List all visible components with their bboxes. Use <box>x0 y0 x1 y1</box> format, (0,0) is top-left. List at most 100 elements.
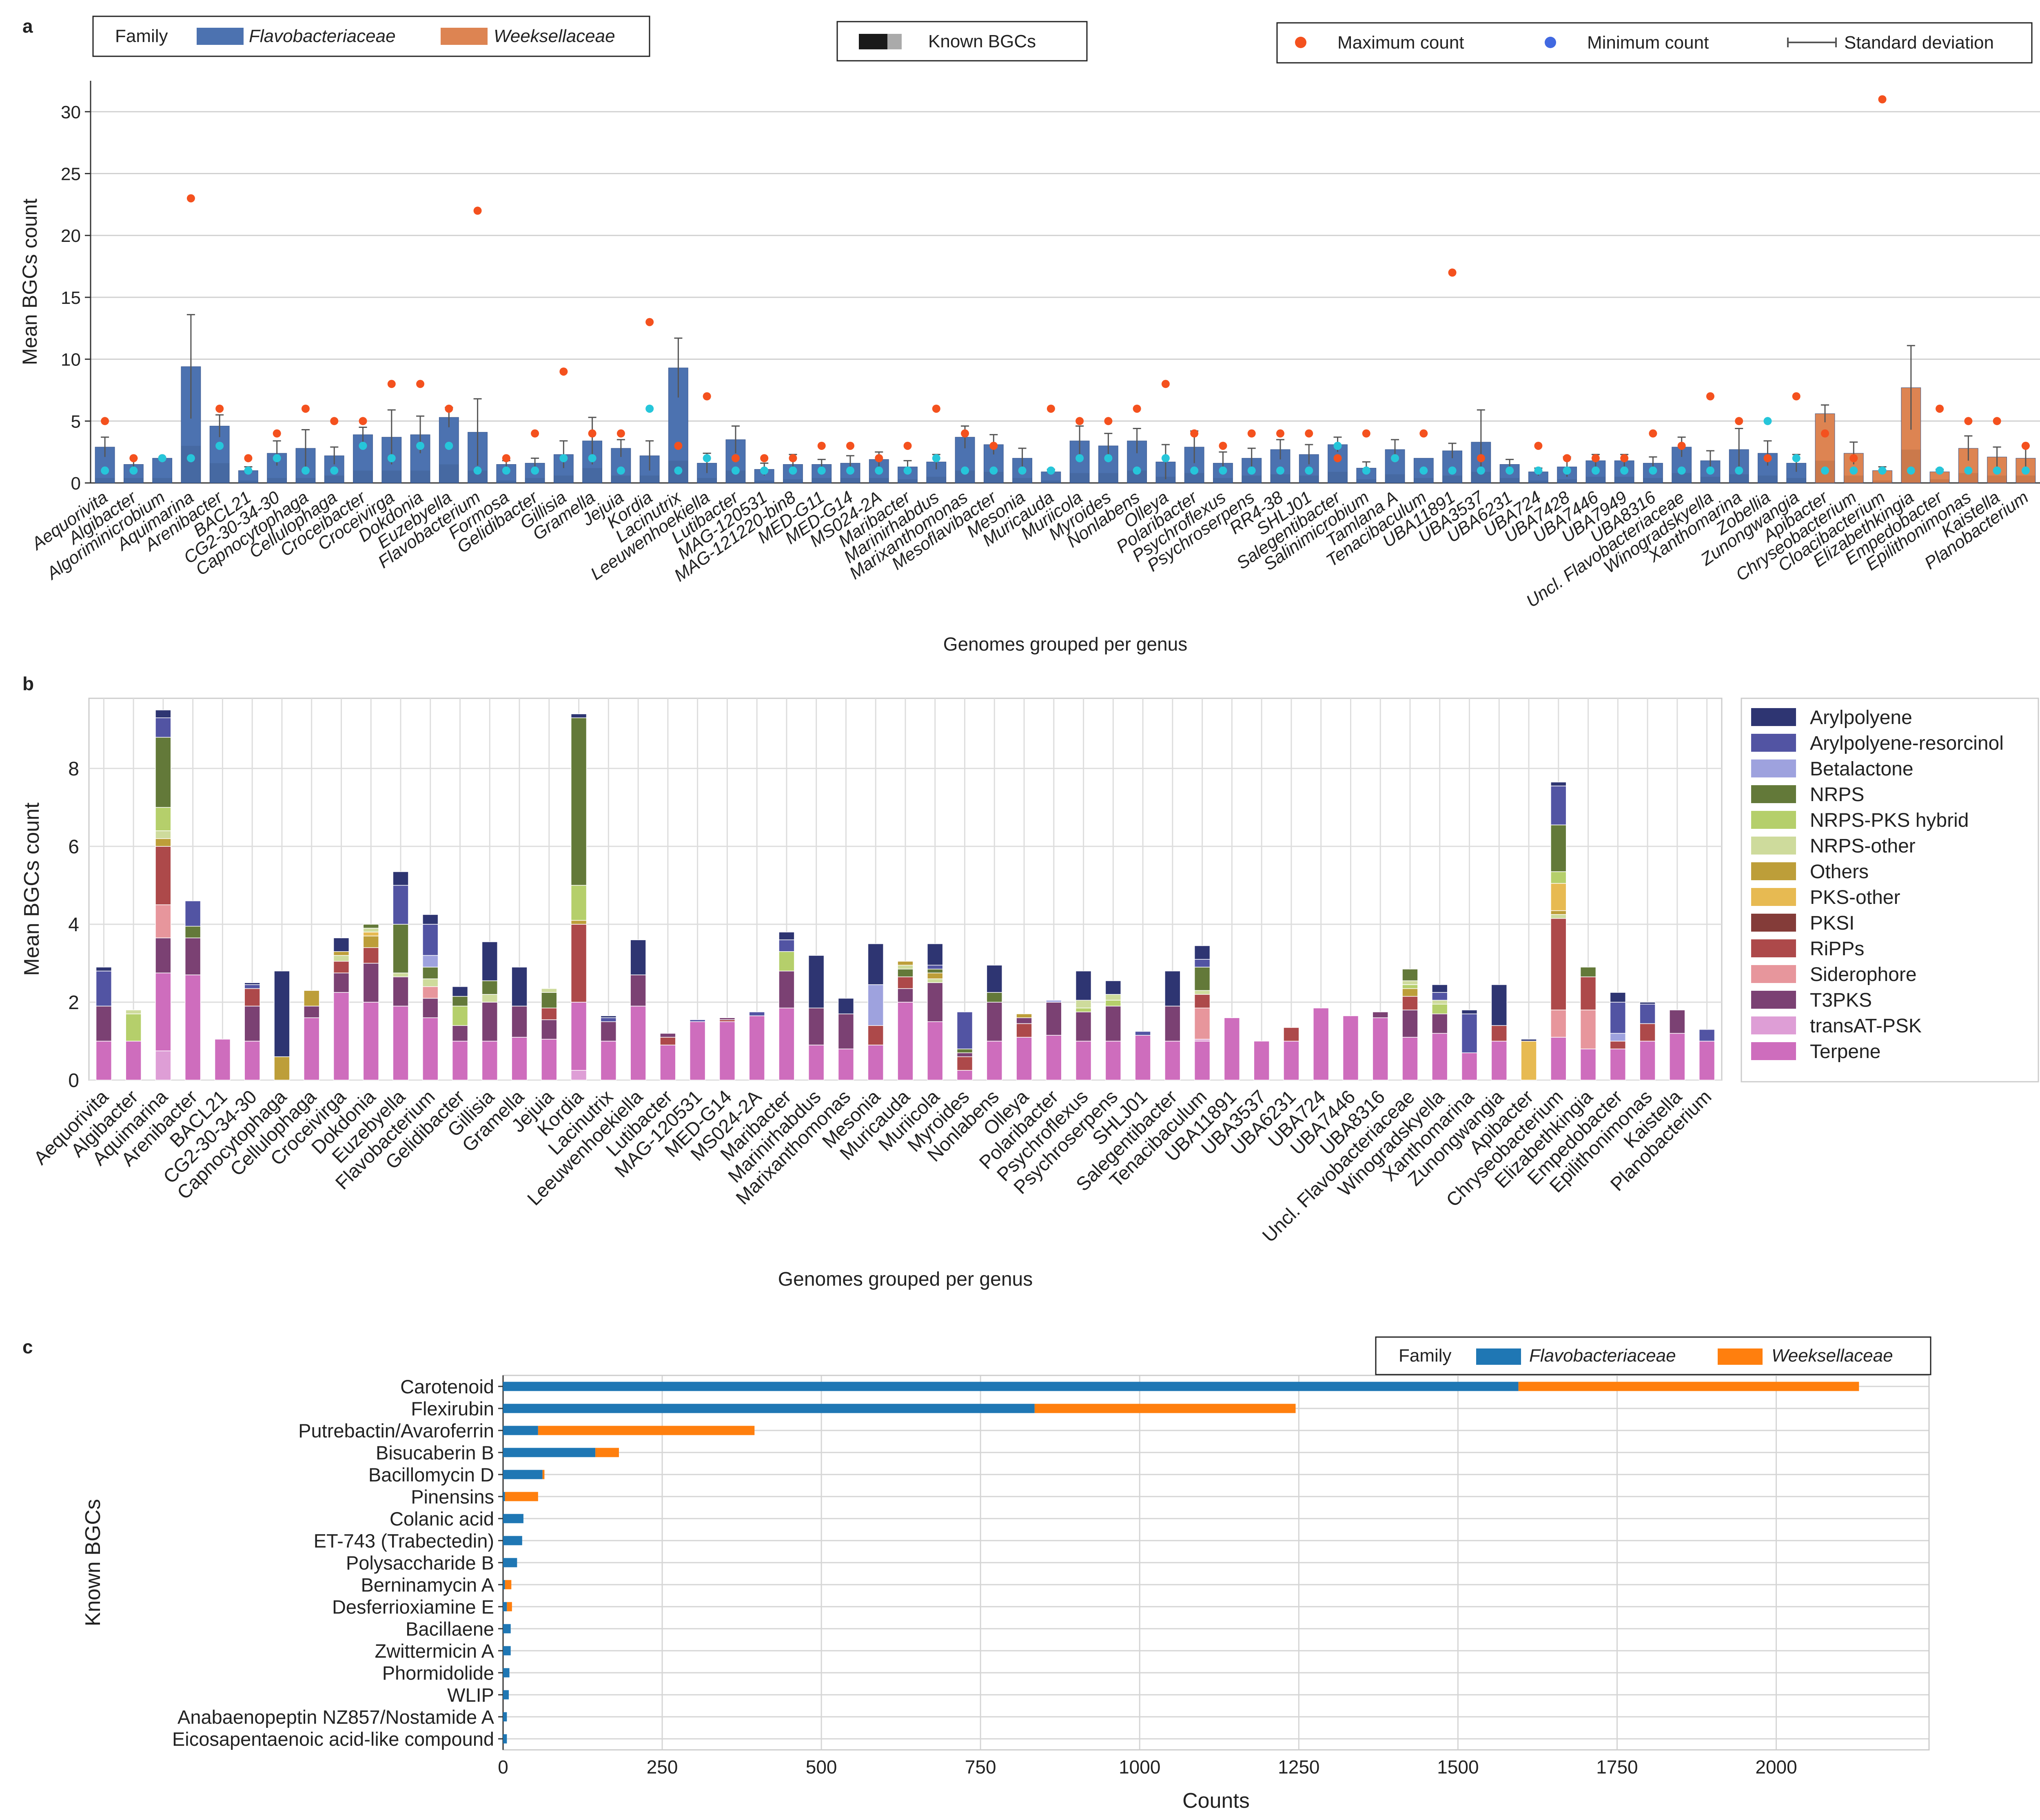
b-bar-psychroflexus-t3pks <box>1075 1012 1092 1042</box>
b-bar-muriicola-terpene <box>927 1021 943 1080</box>
a-known-bar-elizabethkingia <box>1901 449 1921 483</box>
b-bar-med-g14-t3pks <box>719 1017 736 1020</box>
c-y-axis-label: Known BGCs <box>81 1499 105 1626</box>
b-bar-chryseobacterium-nrps-pks-hybrid <box>1550 871 1567 884</box>
c-xtick-label: 750 <box>965 1756 996 1778</box>
a-min-point-kordia <box>645 404 654 413</box>
b-bar-muricauda-terpene <box>897 1002 914 1080</box>
b-bar-kordia-nrps <box>570 717 587 886</box>
b-bar-chryseobacterium-siderophore <box>1550 1010 1567 1038</box>
b-bar-zunongwangia-ripps <box>1491 1025 1507 1042</box>
b-bar-tenacibaculum-arylpolyene <box>1194 945 1211 960</box>
b-bar-uncl-flavobacteriaceae-others <box>1402 988 1418 997</box>
a-max-point-maribacter <box>903 441 912 450</box>
a-max-point-uba11891 <box>1448 268 1457 277</box>
b-bar-uncl-flavobacteriaceae-t3pks <box>1402 1010 1418 1038</box>
b-bar-tenacibaculum-terpene <box>1194 1041 1211 1080</box>
b-bar-shlj01-arylpolyene-resorcinol <box>1135 1031 1151 1036</box>
b-bar-uncl-flavobacteriaceae-nrps <box>1402 969 1418 981</box>
a-known-bar-muricauda <box>1041 480 1061 483</box>
b-bar-elizabethkingia-terpene <box>1580 1048 1597 1080</box>
a-max-point-flavobacterium <box>473 206 482 215</box>
a-legend-known-swatch-dark <box>859 34 887 49</box>
a-max-point-empedobacter <box>1936 404 1944 413</box>
b-bar-jejuia-nrps-other <box>541 988 557 993</box>
a-max-point-muriicola <box>1075 417 1084 425</box>
a-max-point-marixanthomonas <box>961 429 969 438</box>
a-max-point-gelidibacter <box>531 429 539 438</box>
b-bar-zunongwangia-terpene <box>1491 1041 1507 1080</box>
b-bar-maribacter-nrps-pks-hybrid <box>778 951 795 972</box>
b-bar-aequorivita-t3pks <box>95 1005 112 1042</box>
a-max-point-xanthomarina <box>1735 417 1743 425</box>
c-ytick-label-colanic-acid: Colanic acid <box>390 1508 494 1530</box>
b-ytick-label: 6 <box>68 836 79 858</box>
b-bar-planobacterium-terpene <box>1699 1041 1715 1080</box>
a-known-bar-chryseobacterium <box>1844 475 1864 483</box>
a-min-point-mag-121220-bin8 <box>789 466 797 475</box>
b-bar-kaistella-t3pks <box>1669 1010 1685 1034</box>
a-max-point-marinirhabdus <box>932 404 940 413</box>
a-min-point-marinirhabdus <box>932 454 940 463</box>
b-bar-aquimarina-nrps-other <box>155 830 171 839</box>
b-legend-label-pksi: PKSI <box>1810 912 1854 934</box>
b-bar-aequorivita-arylpolyene-resorcinol <box>95 970 112 1007</box>
a-known-bar-med-g11 <box>812 478 832 483</box>
b-bar-dokdonia-nrps <box>363 924 379 929</box>
b-bar-olleya-terpene <box>1016 1037 1032 1080</box>
a-min-point-psychroserpens <box>1247 466 1256 475</box>
a-ytick-label: 30 <box>61 102 81 122</box>
a-min-point-uba7949 <box>1620 466 1629 475</box>
b-bar-chryseobacterium-arylpolyene-resorcinol <box>1550 786 1567 826</box>
b-bar-flavobacterium-terpene <box>422 1017 439 1080</box>
b-bar-uncl-flavobacteriaceae-nrps-pks-hybrid <box>1402 984 1418 989</box>
b-bar-cg2-30-34-30-terpene <box>244 1041 260 1080</box>
a-max-point-olleya <box>1161 380 1170 388</box>
a-min-point-mesonia <box>1018 466 1027 475</box>
c-bar-bacillomycin-d-weeksellaceae <box>542 1470 545 1479</box>
a-max-point-lutibacter <box>731 454 740 463</box>
b-bar-jejuia-terpene <box>541 1038 557 1080</box>
b-bar-mag-120531-terpene <box>689 1021 706 1080</box>
b-bar-euzebyella-terpene <box>392 1005 409 1080</box>
c-bar-carotenoid-flavobacteriaceae <box>503 1382 1519 1391</box>
a-min-point-psychroflexus <box>1219 466 1227 475</box>
b-bar-uba3537-terpene <box>1253 1041 1270 1080</box>
a-known-bar-formosa <box>496 480 516 483</box>
a-min-point-tamlana-a <box>1391 454 1399 463</box>
b-bar-salegentibacter-arylpolyene <box>1164 970 1181 1007</box>
b-bar-uba8316-terpene <box>1372 1017 1388 1080</box>
b-bar-uba6231-terpene <box>1283 1041 1299 1080</box>
b-bar-chryseobacterium-terpene <box>1550 1037 1567 1080</box>
a-known-bar-shlj01 <box>1299 475 1319 483</box>
a-known-bar-planobacterium <box>2016 475 2036 483</box>
c-ytick-label-flexirubin: Flexirubin <box>411 1398 494 1419</box>
b-bar-uncl-flavobacteriaceae-terpene <box>1402 1037 1418 1080</box>
a-known-bar-kaistella <box>1987 475 2007 483</box>
b-bar-jejuia-t3pks <box>541 1019 557 1040</box>
b-bar-ms024-2a-arylpolyene-resorcinol <box>749 1012 765 1016</box>
b-bar-lacinutrix-terpene <box>600 1041 617 1080</box>
b-legend-swatch-arylpolyene <box>1751 708 1796 726</box>
b-bar-arenibacter-terpene <box>185 974 201 1080</box>
b-bar-zunongwangia-arylpolyene <box>1491 984 1507 1026</box>
b-bar-flavobacterium-t3pks <box>422 998 439 1018</box>
a-max-point-capnocytophaga <box>301 404 310 413</box>
a-legend-max-label: Maximum count <box>1337 33 1464 53</box>
a-min-point-uba8316 <box>1649 466 1657 475</box>
b-bar-maribacter-t3pks <box>778 970 795 1009</box>
a-min-point-planobacterium <box>2021 466 2030 475</box>
a-known-bar-cg2-30-34-30 <box>267 478 287 483</box>
b-bar-chryseobacterium-pks-other <box>1550 883 1567 911</box>
b-bar-chryseobacterium-others <box>1550 910 1567 915</box>
a-known-bar-aequorivita <box>95 478 115 483</box>
a-known-bar-maribacter <box>898 479 918 483</box>
a-known-bar-uba7949 <box>1614 476 1634 483</box>
a-ytick-label: 15 <box>61 288 81 308</box>
b-bar-mag-120531-arylpolyene-resorcinol <box>689 1019 706 1022</box>
b-bar-tenacibaculum-nrps-other <box>1194 990 1211 995</box>
b-bar-capnocytophaga-arylpolyene <box>274 970 290 1057</box>
b-bar-apibacter-pks-other <box>1521 1041 1537 1080</box>
b-bar-algibacter-nrps-pks-hybrid <box>125 1013 142 1042</box>
b-bar-muriicola-nrps-other <box>927 978 943 983</box>
